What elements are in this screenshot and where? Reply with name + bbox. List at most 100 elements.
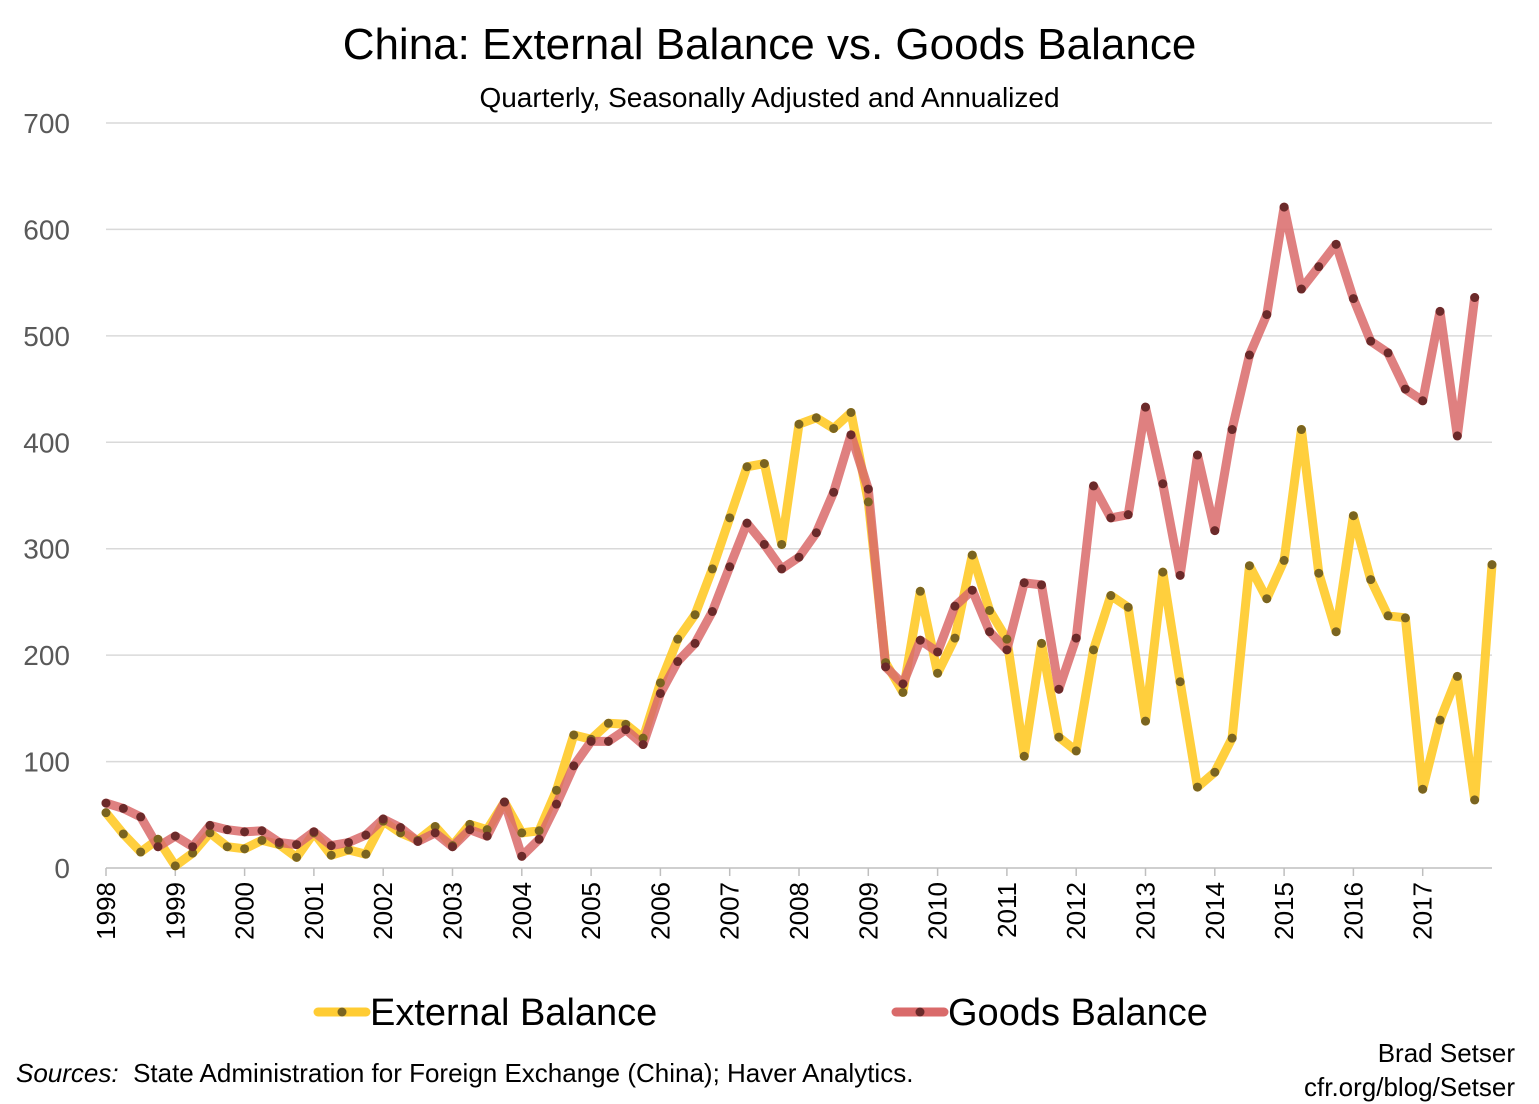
data-point: [777, 539, 787, 549]
data-point: [655, 678, 665, 688]
data-point: [378, 814, 388, 824]
data-point: [967, 550, 977, 560]
data-point: [1244, 561, 1254, 571]
data-point: [257, 826, 267, 836]
data-point: [863, 484, 873, 494]
data-point: [1019, 578, 1029, 588]
x-tick-label: 2001: [299, 882, 329, 940]
y-axis-ticks: 0 100 200 300 400 500 600 700: [23, 108, 70, 884]
x-tick-label: 2010: [923, 882, 953, 940]
series-line-0: [101, 408, 1497, 871]
data-point: [1002, 634, 1012, 644]
y-tick-label: 400: [23, 427, 70, 458]
data-point: [863, 497, 873, 507]
data-point: [1418, 396, 1428, 406]
data-point: [1210, 526, 1220, 536]
data-point: [551, 785, 561, 795]
data-point: [967, 585, 977, 595]
data-point: [985, 605, 995, 615]
legend: External Balance Goods Balance: [313, 992, 1208, 1034]
x-tick-label: 1998: [91, 882, 121, 940]
series-line-1: [101, 202, 1480, 861]
data-point: [569, 761, 579, 771]
data-point: [759, 539, 769, 549]
data-point: [222, 825, 232, 835]
data-point: [1418, 784, 1428, 794]
data-point: [707, 607, 717, 617]
data-point: [1071, 746, 1081, 756]
data-point: [118, 829, 128, 839]
data-point: [1227, 425, 1237, 435]
data-point: [222, 842, 232, 852]
y-tick-label: 600: [23, 214, 70, 245]
data-point: [1348, 294, 1358, 304]
data-point: [794, 419, 804, 429]
data-point: [898, 679, 908, 689]
data-point: [1366, 336, 1376, 346]
data-point: [309, 827, 319, 837]
data-point: [361, 849, 371, 859]
data-point: [621, 725, 631, 735]
data-point: [950, 601, 960, 611]
data-point: [1141, 716, 1150, 726]
data-point: [915, 586, 925, 596]
data-point: [1296, 425, 1306, 435]
data-point: [361, 830, 371, 840]
y-tick-label: 300: [23, 534, 70, 565]
x-tick-label: 2009: [853, 882, 883, 940]
legend-marker: [337, 1007, 347, 1017]
data-point: [344, 845, 354, 855]
data-point: [240, 827, 250, 837]
data-point: [690, 638, 700, 648]
sources-label: Sources:: [16, 1058, 119, 1088]
data-point: [1366, 575, 1376, 585]
data-point: [1435, 715, 1445, 725]
data-point: [638, 733, 648, 743]
data-point: [118, 803, 128, 813]
x-tick-label: 2000: [230, 882, 260, 940]
data-point: [1158, 567, 1168, 577]
data-point: [1019, 751, 1029, 761]
x-tick-label: 2015: [1269, 882, 1299, 940]
data-point: [1141, 402, 1150, 412]
data-point: [725, 562, 735, 572]
data-point: [1262, 310, 1272, 320]
data-point: [1123, 602, 1133, 612]
data-point: [326, 841, 336, 851]
data-point: [1348, 511, 1358, 521]
data-point: [205, 820, 215, 830]
data-point: [153, 842, 163, 852]
data-point: [794, 552, 804, 562]
data-point: [915, 635, 925, 645]
data-point: [534, 826, 544, 836]
data-point: [1106, 591, 1116, 601]
y-tick-label: 200: [23, 640, 70, 671]
data-point: [655, 688, 665, 698]
data-point: [881, 662, 891, 672]
data-point: [1470, 293, 1480, 303]
data-point: [985, 627, 995, 637]
data-point: [136, 812, 146, 822]
data-point: [482, 831, 492, 841]
data-point: [846, 430, 856, 440]
data-point: [777, 564, 787, 574]
data-point: [638, 740, 648, 750]
data-point: [690, 610, 700, 620]
data-point: [707, 564, 717, 574]
y-tick-label: 0: [54, 853, 70, 884]
data-point: [1383, 611, 1393, 621]
data-point: [1331, 239, 1341, 249]
x-tick-label: 2004: [507, 882, 537, 940]
data-point: [569, 730, 579, 740]
data-point: [448, 842, 457, 852]
data-point: [170, 861, 180, 871]
data-point: [1262, 594, 1272, 604]
data-point: [759, 459, 769, 469]
data-point: [344, 837, 354, 847]
data-point: [673, 657, 683, 667]
x-axis-ticks: 1998 1999 2000 2001 2002 2003 2004 2005 2006 2007…: [91, 868, 1438, 940]
data-point: [725, 513, 735, 523]
chart-subtitle: Quarterly, Seasonally Adjusted and Annua…: [479, 82, 1060, 113]
data-point: [1279, 555, 1289, 565]
